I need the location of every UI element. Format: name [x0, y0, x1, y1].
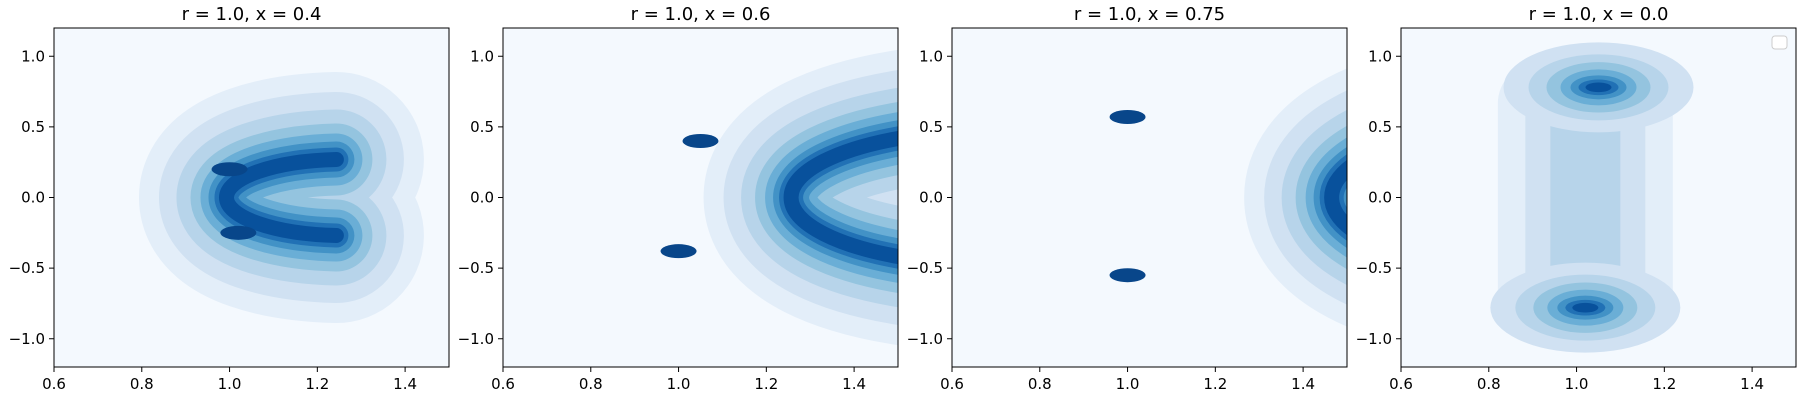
- density-peak-1: [1109, 109, 1146, 124]
- density-contours: [139, 72, 424, 323]
- density-contours: [660, 49, 898, 346]
- legend-box: [1771, 35, 1788, 50]
- panel-title: r = 1.0, x = 0.4: [182, 4, 322, 25]
- density-peak-1: [682, 134, 719, 148]
- x-tick-label: 0.8: [579, 375, 603, 393]
- density-contours: [1109, 68, 1347, 327]
- panel-4: 0.6 0.8 1.0 1.2 1.4 −1.0 −0.5 0.0 0.5 1.0 r = 1.0,…: [1356, 4, 1797, 393]
- x-tick-label: 0.6: [940, 375, 964, 393]
- y-tick-label: −1.0: [458, 330, 494, 348]
- x-tick-label: 1.2: [1203, 375, 1227, 393]
- y-tick-label: 0.5: [919, 118, 943, 136]
- x-tick-label: 0.8: [1477, 375, 1501, 393]
- y-tick-label: 0.0: [1368, 189, 1392, 207]
- x-tick-label: 0.6: [491, 375, 515, 393]
- x-tick-label: 1.4: [1291, 375, 1315, 393]
- lobe-1-level-7: [1585, 82, 1612, 93]
- y-tick-label: 0.5: [470, 118, 494, 136]
- x-tick-label: 1.4: [842, 375, 866, 393]
- panel-title: r = 1.0, x = 0.0: [1529, 4, 1669, 25]
- y-tick-label: −1.0: [1356, 330, 1392, 348]
- panel-title: r = 1.0, x = 0.75: [1074, 4, 1225, 25]
- density-peak-2: [1109, 268, 1146, 283]
- density-peak-2: [220, 225, 257, 240]
- y-tick-label: −0.5: [1356, 259, 1392, 277]
- x-tick-label: 0.6: [42, 375, 66, 393]
- x-tick-label: 1.4: [1740, 375, 1764, 393]
- contour-level-8: [219, 152, 344, 243]
- contour-level-8: [1324, 159, 1347, 236]
- lobe-2-level-7: [1572, 302, 1599, 313]
- density-peak-1: [211, 162, 248, 177]
- y-tick-label: 1.0: [21, 47, 45, 65]
- y-tick-label: 1.0: [919, 47, 943, 65]
- x-tick-label: 1.4: [393, 375, 417, 393]
- x-tick-label: 1.0: [667, 375, 691, 393]
- x-tick-label: 1.2: [305, 375, 329, 393]
- x-tick-label: 1.2: [754, 375, 778, 393]
- panel-1: 0.6 0.8 1.0 1.2 1.4 −1.0 −0.5 0.0 0.5 1.0 r = 1.0,…: [9, 4, 450, 393]
- density-contours: [1490, 42, 1694, 353]
- x-tick-label: 1.0: [1116, 375, 1140, 393]
- y-tick-label: 0.0: [919, 189, 943, 207]
- y-tick-label: 0.0: [470, 189, 494, 207]
- y-tick-label: −1.0: [9, 330, 45, 348]
- x-tick-label: 0.6: [1389, 375, 1413, 393]
- density-peak-2: [660, 244, 697, 259]
- y-tick-label: 0.5: [1368, 118, 1392, 136]
- x-tick-label: 1.2: [1652, 375, 1676, 393]
- panel-2: 0.6 0.8 1.0 1.2 1.4 −1.0 −0.5 0.0 0.5 1.0 r = 1.0,…: [458, 4, 899, 393]
- y-tick-label: −0.5: [458, 259, 494, 277]
- y-tick-label: 1.0: [1368, 47, 1392, 65]
- panel-title: r = 1.0, x = 0.6: [631, 4, 771, 25]
- x-tick-label: 0.8: [130, 375, 154, 393]
- contour-level-8: [783, 130, 898, 265]
- y-tick-label: −0.5: [907, 259, 943, 277]
- y-tick-label: 0.5: [21, 118, 45, 136]
- y-tick-label: −0.5: [9, 259, 45, 277]
- y-tick-label: 1.0: [470, 47, 494, 65]
- x-tick-label: 1.0: [1565, 375, 1589, 393]
- y-tick-label: 0.0: [21, 189, 45, 207]
- panel-3: 0.6 0.8 1.0 1.2 1.4 −1.0 −0.5 0.0 0.5 1.0 r = 1.0,…: [907, 4, 1348, 393]
- x-tick-label: 1.0: [218, 375, 242, 393]
- x-tick-label: 0.8: [1028, 375, 1052, 393]
- y-tick-label: −1.0: [907, 330, 943, 348]
